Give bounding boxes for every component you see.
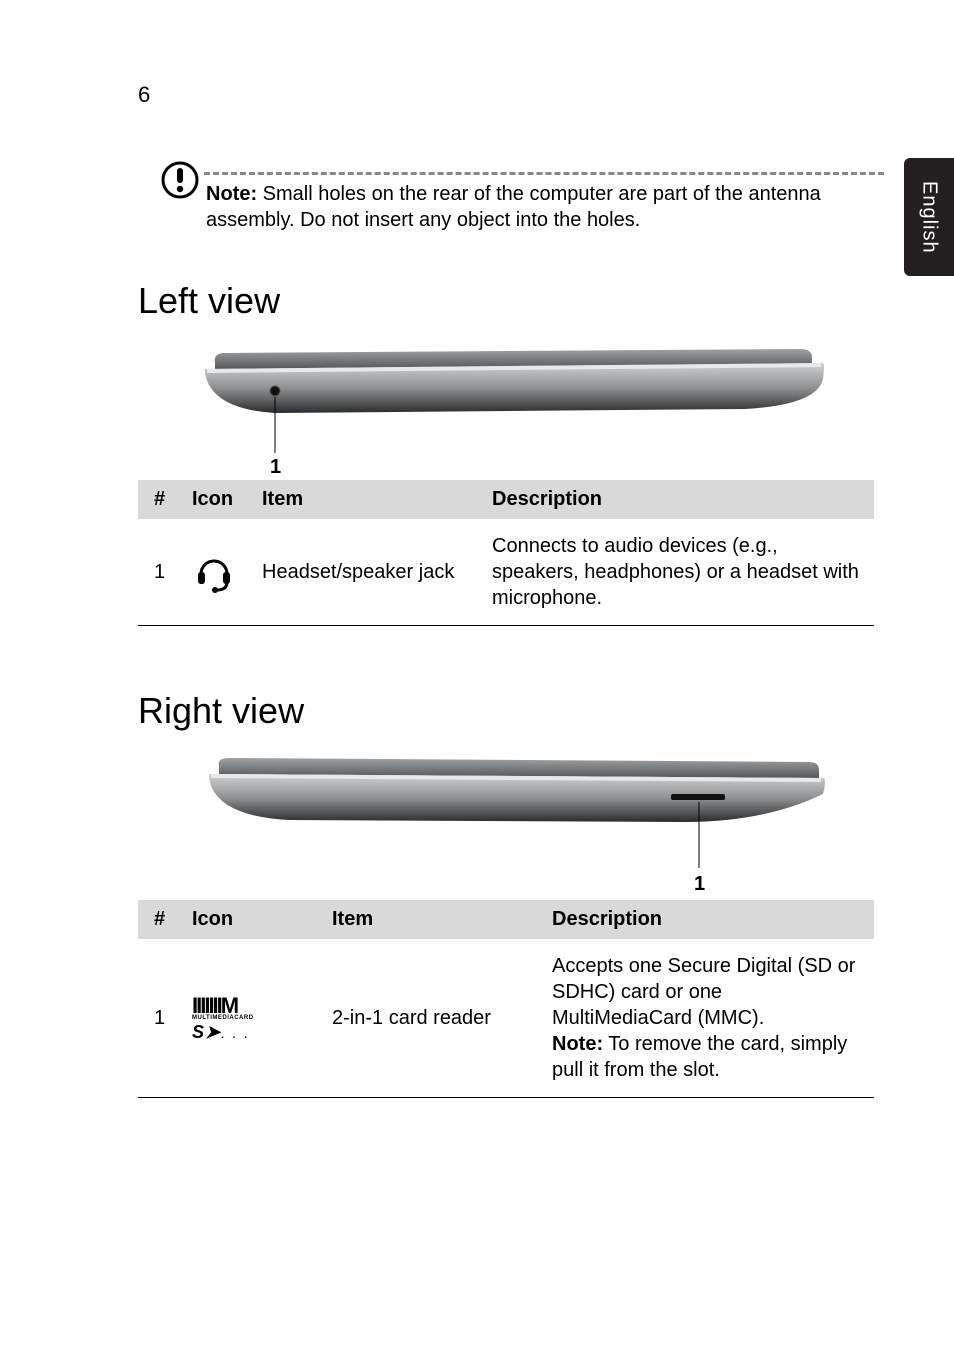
multimediacard-icon: IIIIIIIM <box>192 995 237 1017</box>
headset-icon <box>192 550 262 594</box>
th-desc: Description <box>552 908 864 931</box>
table-header: # Icon Item Description <box>138 900 874 939</box>
right-view-heading: Right view <box>138 690 304 732</box>
row-desc-pre: Accepts one Secure Digital (SD or SDHC) … <box>552 955 855 1029</box>
language-tab: English <box>904 158 954 276</box>
note-bold: Note: <box>206 183 257 205</box>
table-row: 1 IIIIIIIM MULTIMEDIACARD S➤. . . 2-in-1… <box>138 939 874 1098</box>
note-block: Note: Small holes on the rear of the com… <box>160 158 884 233</box>
note-text: Note: Small holes on the rear of the com… <box>206 181 884 233</box>
left-callout-number: 1 <box>270 456 281 475</box>
sd-icon: S➤. . . <box>192 1023 250 1041</box>
left-view-table: # Icon Item Description 1 Headset/speake… <box>138 480 874 626</box>
th-icon: Icon <box>192 908 332 931</box>
right-view-table: # Icon Item Description 1 IIIIIIIM MULTI… <box>138 900 874 1098</box>
sd-letter: S <box>192 1022 205 1042</box>
row-num: 1 <box>154 1007 192 1030</box>
language-tab-label: English <box>918 181 941 254</box>
row-desc-note-bold: Note: <box>552 1033 603 1055</box>
table-row: 1 Headset/speaker jack Connects to audio… <box>138 519 874 626</box>
th-num: # <box>154 488 192 511</box>
th-item: Item <box>332 908 552 931</box>
page-number: 6 <box>138 82 150 108</box>
alert-icon <box>160 158 204 200</box>
th-desc: Description <box>492 488 864 511</box>
left-view-heading: Left view <box>138 280 280 322</box>
row-desc: Accepts one Secure Digital (SD or SDHC) … <box>552 953 864 1083</box>
row-item: 2-in-1 card reader <box>332 1007 552 1030</box>
left-view-figure: 1 <box>205 335 825 480</box>
sd-dashes: . . . <box>221 1030 250 1041</box>
row-item: Headset/speaker jack <box>262 561 492 584</box>
table-header: # Icon Item Description <box>138 480 874 519</box>
note-body: Small holes on the rear of the computer … <box>206 183 821 231</box>
note-divider <box>204 172 884 175</box>
card-reader-icon: IIIIIIIM MULTIMEDIACARD S➤. . . <box>192 995 332 1041</box>
th-num: # <box>154 908 192 931</box>
right-view-figure: 1 <box>205 750 825 900</box>
right-callout-number: 1 <box>694 873 705 895</box>
th-icon: Icon <box>192 488 262 511</box>
row-desc: Connects to audio devices (e.g., speaker… <box>492 533 864 611</box>
multimediacard-label: MULTIMEDIACARD <box>192 1015 254 1021</box>
th-item: Item <box>262 488 492 511</box>
row-num: 1 <box>154 561 192 584</box>
sd-arrow-icon: ➤ <box>205 1022 221 1042</box>
